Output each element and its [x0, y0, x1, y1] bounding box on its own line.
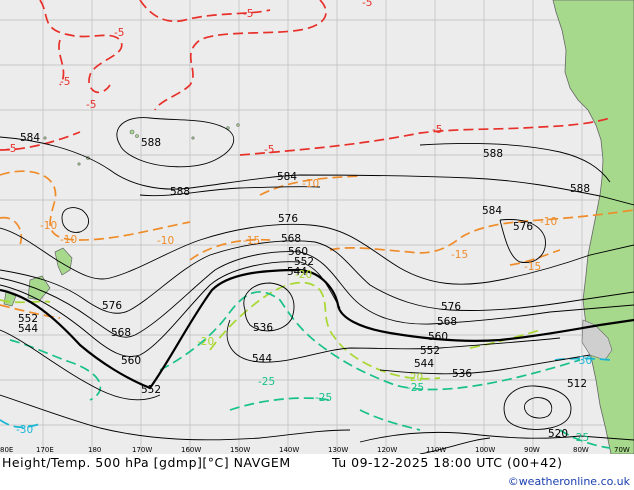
height-label: 588 — [483, 148, 503, 160]
height-label: 584 — [20, 132, 40, 144]
longitude-label: 120W — [377, 446, 397, 454]
height-label: 552 — [141, 384, 161, 396]
temp-label: -10 — [40, 220, 57, 232]
map-footer: Height/Temp. 500 hPa [gdmp][°C] NAVGEM T… — [0, 454, 634, 490]
valid-time: Tu 09-12-2025 18:00 UTC (00+42) — [332, 455, 563, 470]
height-label: 588 — [170, 186, 190, 198]
temp-label: -20 — [197, 336, 214, 348]
longitude-label: 170E — [36, 446, 54, 454]
longitude-label: 100W — [475, 446, 495, 454]
temp-label: -15 — [243, 235, 260, 247]
height-contours — [0, 117, 634, 454]
temp-label: -10 — [157, 235, 174, 247]
temp-label: -25 — [407, 382, 424, 394]
longitude-label: 70W — [614, 446, 630, 454]
temp-label: -5 — [432, 124, 442, 136]
temp-label: -25 — [258, 376, 275, 388]
temp-label: -5 — [114, 27, 124, 39]
height-label: 544 — [287, 266, 307, 278]
longitude-label: 90W — [524, 446, 540, 454]
temp-label: -30 — [575, 355, 592, 367]
height-label: 568 — [281, 233, 301, 245]
temp-label: -20 — [406, 372, 423, 384]
temp-label: -10 — [540, 216, 557, 228]
height-label: 588 — [141, 137, 161, 149]
temp-label: -5 — [86, 99, 96, 111]
longitude-label: 180 — [88, 446, 101, 454]
height-label: 584 — [482, 205, 502, 217]
height-label: 560 — [121, 355, 141, 367]
longitude-label: 150W — [230, 446, 250, 454]
height-label: 576 — [441, 301, 461, 313]
ocean-background — [0, 0, 634, 454]
height-label: 584 — [277, 171, 297, 183]
height-labels: 584 588 588 584 576 568 560 552 544 588 … — [18, 132, 590, 440]
small-islands — [43, 123, 240, 166]
longitude-label: 130W — [328, 446, 348, 454]
height-label: 568 — [437, 316, 457, 328]
longitude-label: 110W — [426, 446, 446, 454]
height-label: 536 — [253, 322, 273, 334]
height-label: 552 — [420, 345, 440, 357]
temp-label: -5 — [243, 8, 253, 20]
longitude-label: 140W — [279, 446, 299, 454]
height-label: 544 — [414, 358, 434, 370]
temp-label: -25 — [315, 392, 332, 404]
islands-new-zealand — [3, 247, 73, 307]
height-label: 576 — [102, 300, 122, 312]
temp-label: -5 — [6, 143, 16, 155]
longitude-label: 160W — [181, 446, 201, 454]
height-label: 512 — [567, 378, 587, 390]
lat-lon-grid — [0, 0, 634, 454]
temp-label: -5 — [60, 76, 70, 88]
height-label: 568 — [111, 327, 131, 339]
temp-label: -15 — [524, 261, 541, 273]
temperature-labels: -5 -5 -5 -5 -5 -5 -5 -5 -10 -10 -10 -10 … — [6, 0, 592, 444]
height-label: 560 — [428, 331, 448, 343]
temp-label: -5 — [264, 144, 274, 156]
longitude-label: 80E — [0, 446, 13, 454]
temp-label: -5 — [362, 0, 372, 9]
longitude-label: 170W — [132, 446, 152, 454]
height-label: 544 — [18, 323, 38, 335]
height-label: 536 — [452, 368, 472, 380]
temp-label: -15 — [451, 249, 468, 261]
height-label: 544 — [252, 353, 272, 365]
height-label: 552 — [294, 256, 314, 268]
height-label: 576 — [513, 221, 533, 233]
height-label: 560 — [288, 246, 308, 258]
temp-label: -10 — [60, 234, 77, 246]
temp-label: -10 — [302, 178, 319, 190]
longitude-labels: 80E 170E 180 170W 160W 150W 140W 130W 12… — [0, 446, 630, 454]
map-canvas: 584 588 588 584 576 568 560 552 544 588 … — [0, 0, 634, 454]
height-label: 552 — [18, 313, 38, 325]
height-label: 576 — [278, 213, 298, 225]
temp-label: -30 — [16, 424, 33, 436]
map-title: Height/Temp. 500 hPa [gdmp][°C] NAVGEM — [2, 455, 291, 470]
temp-label: -25 — [572, 432, 589, 444]
temp-label: -20 — [295, 269, 312, 281]
source-credit-link[interactable]: ©weatheronline.co.uk — [507, 475, 630, 488]
height-label: 588 — [570, 183, 590, 195]
height-label: 520 — [548, 428, 568, 440]
longitude-label: 80W — [573, 446, 589, 454]
